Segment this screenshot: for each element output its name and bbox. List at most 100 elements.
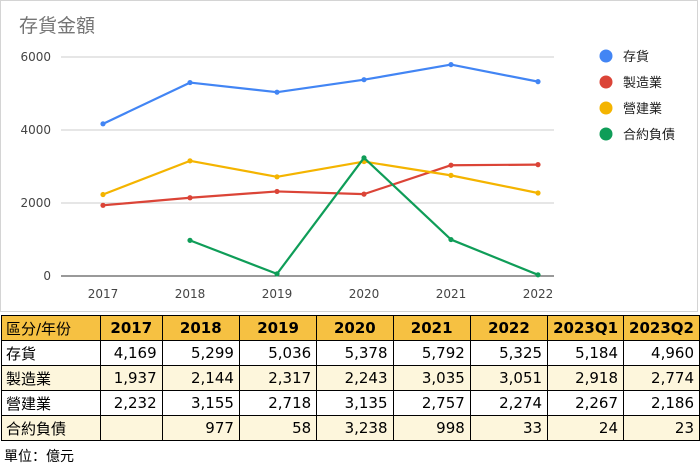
- series-存貨: [100, 61, 541, 127]
- data-point: [448, 236, 454, 243]
- table-header-row: 區分/年份 2017 2018 2019 2020 2021 2022 2023…: [1, 315, 700, 341]
- legend-label: 製造業: [623, 75, 662, 91]
- table-cell: 24: [547, 415, 625, 441]
- chart-title: 存貨金額: [19, 15, 95, 37]
- data-point: [274, 271, 280, 277]
- table-cell: 4,960: [623, 340, 700, 366]
- data-point: [361, 191, 367, 197]
- table-row: 合約負債 977 58 3,238 998 33 24 23: [1, 415, 700, 441]
- table-cell: 2,267: [547, 390, 625, 416]
- legend-label: 營建業: [623, 101, 662, 117]
- x-tick-label: 2021: [436, 287, 467, 301]
- data-point: [361, 77, 367, 83]
- data-point: [535, 190, 541, 196]
- table-cell: 2,144: [161, 365, 240, 391]
- legend-marker: [599, 49, 613, 63]
- table-cell: 23: [623, 415, 700, 441]
- x-tick-label: 2020: [349, 287, 380, 301]
- year-header: 2020: [316, 315, 394, 341]
- series-line: [101, 163, 540, 207]
- data-point: [100, 121, 106, 127]
- chart-area: 存貨金額 0 2000 4000 6000 2017 2018 2019 2020 2021 202…: [0, 0, 698, 312]
- year-header: 2021: [392, 315, 471, 341]
- year-header: 2023Q2: [623, 315, 700, 341]
- row-label: 營建業: [1, 390, 101, 416]
- table-cell: 5,325: [469, 340, 549, 366]
- table-cell: 2,274: [469, 390, 549, 416]
- data-point: [100, 202, 106, 208]
- table-cell: 1,937: [99, 365, 163, 391]
- legend-marker: [599, 101, 613, 115]
- legend-marker: [599, 127, 613, 141]
- table-cell: 5,299: [161, 340, 240, 366]
- data-point: [187, 195, 193, 201]
- table-cell: 5,792: [392, 340, 471, 366]
- x-tick-label: 2022: [523, 287, 554, 301]
- data-point: [187, 79, 193, 86]
- table-cell: 3,135: [316, 390, 394, 416]
- data-point: [187, 158, 193, 164]
- table-cell: [99, 415, 163, 441]
- table-cell: 3,035: [392, 365, 471, 391]
- table-corner-header: 區分/年份: [1, 315, 101, 341]
- line-chart: 存貨金額 0 2000 4000 6000 2017 2018 2019 2020 2021 202…: [19, 15, 675, 301]
- data-point: [448, 61, 454, 68]
- year-header: 2019: [238, 315, 318, 341]
- series-製造業: [100, 162, 541, 208]
- data-point: [274, 188, 280, 195]
- table-cell: 2,918: [547, 365, 625, 391]
- series-line: [188, 156, 540, 276]
- y-tick-label: 2000: [20, 196, 51, 210]
- y-tick-label: 0: [43, 269, 51, 283]
- data-point: [274, 89, 280, 95]
- year-header: 2018: [161, 315, 240, 341]
- legend-label: 合約負債: [623, 128, 675, 143]
- row-label: 合約負債: [1, 415, 101, 441]
- table-cell: 5,378: [316, 340, 394, 366]
- data-point: [535, 162, 541, 168]
- table-cell: 2,757: [392, 390, 471, 416]
- table-cell: 33: [469, 415, 549, 441]
- series-合約負債: [187, 155, 541, 278]
- data-point: [448, 172, 454, 178]
- table-cell: 2,317: [238, 365, 318, 391]
- table-row: 營建業 2,232 3,155 2,718 3,135 2,757 2,274 …: [1, 390, 700, 416]
- table-cell: 3,051: [469, 365, 549, 391]
- legend-marker: [599, 75, 613, 89]
- series-line: [101, 63, 540, 125]
- table-cell: 3,155: [161, 390, 240, 416]
- row-label: 存貨: [1, 340, 101, 366]
- year-header: 2017: [99, 315, 163, 341]
- series-line: [101, 159, 540, 196]
- row-label: 製造業: [1, 365, 101, 391]
- data-point: [535, 272, 541, 278]
- data-table: 區分/年份 2017 2018 2019 2020 2021 2022 2023…: [1, 315, 700, 441]
- table-cell: 58: [238, 415, 318, 441]
- year-header: 2023Q1: [547, 315, 625, 341]
- table-cell: 2,774: [623, 365, 700, 391]
- x-tick-label: 2018: [175, 287, 206, 301]
- legend-label: 存貨: [623, 49, 649, 65]
- table-row: 存貨 4,169 5,299 5,036 5,378 5,792 5,325 5…: [1, 340, 700, 366]
- table-cell: 977: [161, 415, 240, 441]
- table-cell: 4,169: [99, 340, 163, 366]
- x-tick-label: 2017: [88, 287, 119, 301]
- table-cell: 998: [392, 415, 471, 441]
- table-cell: 2,232: [99, 390, 163, 416]
- y-tick-label: 4000: [20, 123, 51, 137]
- table-row: 製造業 1,937 2,144 2,317 2,243 3,035 3,051 …: [1, 365, 700, 391]
- table-cell: 2,243: [316, 365, 394, 391]
- year-header: 2022: [469, 315, 549, 341]
- data-point: [274, 174, 280, 180]
- data-point: [535, 79, 541, 85]
- data-point: [361, 155, 367, 161]
- data-point: [100, 191, 106, 198]
- table-cell: 5,036: [238, 340, 318, 366]
- table-cell: 3,238: [316, 415, 394, 441]
- unit-note: 單位：億元: [4, 449, 74, 465]
- data-point: [187, 237, 193, 243]
- table-cell: 2,718: [238, 390, 318, 416]
- y-tick-label: 6000: [20, 50, 51, 64]
- table-cell: 2,186: [623, 390, 700, 416]
- table-cell: 5,184: [547, 340, 625, 366]
